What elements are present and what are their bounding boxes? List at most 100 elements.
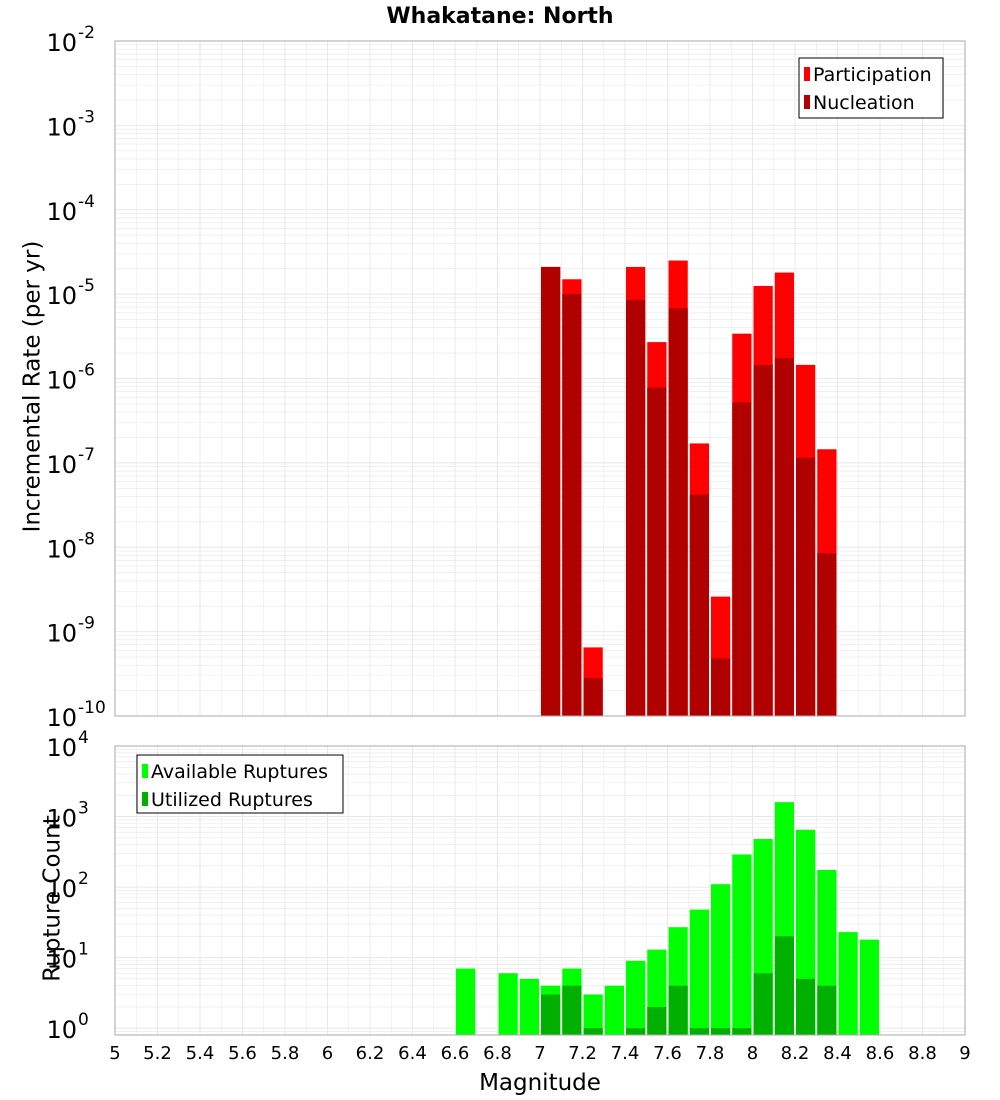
- x-tick-label: 7.8: [696, 1043, 725, 1064]
- y-axis-label: Incremental Rate (per yr): [20, 241, 46, 533]
- x-tick-label: 8.8: [908, 1043, 937, 1064]
- x-tick-label: 6.4: [398, 1043, 427, 1064]
- y-tick-base: 10: [46, 704, 77, 732]
- series-nucleation: [541, 266, 837, 716]
- x-tick-label: 5.4: [186, 1043, 215, 1064]
- x-axis-label: Magnitude: [479, 1070, 601, 1096]
- plot-frame: [114, 40, 966, 717]
- y-tick-exponent: -3: [78, 107, 95, 127]
- x-tick-label: 8.6: [866, 1043, 895, 1064]
- plot-frame: [114, 745, 966, 1036]
- y-tick-exponent: -2: [78, 23, 95, 43]
- legend-swatch: [142, 792, 148, 806]
- y-tick-exponent: -7: [78, 445, 95, 465]
- bar: [562, 294, 582, 716]
- y-tick-base: 10: [46, 875, 77, 903]
- bar: [774, 936, 794, 1035]
- bar: [456, 968, 476, 1035]
- bar: [583, 994, 603, 1035]
- x-tick-label: 8: [747, 1043, 758, 1064]
- y-tick-exponent: -5: [78, 276, 95, 296]
- legend-label: Participation: [813, 64, 932, 86]
- bar: [689, 1028, 709, 1035]
- bar: [541, 994, 561, 1035]
- x-tick-label: 6: [322, 1043, 333, 1064]
- bar: [626, 300, 646, 716]
- y-tick-exponent: -8: [78, 529, 95, 549]
- bar: [562, 985, 582, 1035]
- bar: [668, 308, 688, 716]
- y-tick-label: 10 0: [46, 1010, 88, 1044]
- x-tick-label: 7.2: [568, 1043, 597, 1064]
- x-tick-label: 5: [109, 1043, 120, 1064]
- bar: [732, 1028, 752, 1035]
- x-tick-label: 5.8: [271, 1043, 300, 1064]
- y-tick-base: 10: [46, 198, 77, 226]
- legend: Available Ruptures Utilized Ruptures: [136, 754, 344, 814]
- y-tick-base: 10: [46, 113, 77, 141]
- bar: [583, 1028, 603, 1035]
- y-tick-base: 10: [46, 1016, 77, 1044]
- bar: [668, 985, 688, 1035]
- bar: [859, 939, 879, 1035]
- y-tick-exponent: 2: [78, 869, 89, 889]
- y-tick-label: 10 -3: [46, 107, 95, 141]
- series-utilized-ruptures: [541, 936, 837, 1035]
- chart-title: Whakatane: North: [386, 4, 613, 29]
- x-tick-label: 6.2: [356, 1043, 385, 1064]
- y-tick-label: 10 -5: [46, 276, 95, 310]
- x-tick-label: 8.4: [823, 1043, 852, 1064]
- bar: [626, 960, 646, 1035]
- y-tick-exponent: -10: [78, 698, 106, 718]
- x-tick-label: 9: [959, 1043, 970, 1064]
- grid: [114, 40, 966, 717]
- bar: [732, 402, 752, 716]
- y-tick-exponent: -4: [78, 192, 95, 212]
- y-tick-exponent: 0: [78, 1010, 89, 1030]
- y-tick-base: 10: [46, 620, 77, 648]
- x-tick-label: 7.4: [611, 1043, 640, 1064]
- bar: [604, 985, 624, 1035]
- legend-swatch: [142, 764, 148, 778]
- bar: [774, 357, 794, 716]
- bar: [626, 1028, 646, 1035]
- bar: [817, 553, 837, 716]
- y-tick-label: 10 -4: [46, 192, 95, 226]
- legend: Participation Nucleation: [798, 57, 944, 119]
- y-tick-label: 10 -9: [46, 614, 95, 648]
- x-tick-label: 5.6: [228, 1043, 257, 1064]
- y-tick-label: 10 1: [46, 940, 88, 974]
- bar: [732, 854, 752, 1035]
- y-tick-label: 10 2: [46, 869, 88, 903]
- bar: [689, 494, 709, 716]
- bar: [689, 909, 709, 1035]
- legend-label: Available Ruptures: [151, 761, 328, 783]
- y-axis-label: Rupture Count: [40, 815, 66, 981]
- y-tick-label: 10 -10: [46, 698, 105, 732]
- y-tick-base: 10: [46, 451, 77, 479]
- y-tick-exponent: 1: [78, 940, 89, 960]
- legend-swatch: [804, 95, 810, 109]
- y-tick-base: 10: [46, 29, 77, 57]
- bar: [817, 985, 837, 1035]
- x-tick-label: 7: [534, 1043, 545, 1064]
- y-tick-base: 10: [46, 535, 77, 563]
- y-tick-label: 10 -7: [46, 445, 95, 479]
- legend-swatch: [804, 67, 810, 81]
- bar: [796, 978, 816, 1035]
- y-tick-base: 10: [46, 805, 77, 833]
- bar: [583, 678, 603, 716]
- x-tick-label: 8.2: [781, 1043, 810, 1064]
- y-tick-base: 10: [46, 734, 77, 762]
- y-tick-label: 10 3: [46, 799, 88, 833]
- y-tick-label: 10 -8: [46, 529, 95, 563]
- bar: [711, 884, 731, 1035]
- y-tick-exponent: 4: [78, 728, 89, 748]
- y-tick-label: 10 -2: [46, 23, 95, 57]
- x-tick-label: 5.2: [143, 1043, 172, 1064]
- bar: [498, 973, 518, 1035]
- legend-box: [136, 754, 344, 814]
